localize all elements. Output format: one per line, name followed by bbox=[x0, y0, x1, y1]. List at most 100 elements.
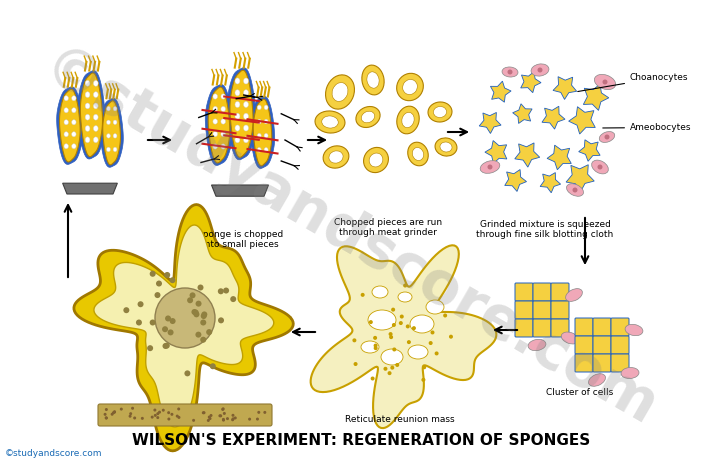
Circle shape bbox=[147, 345, 153, 351]
Ellipse shape bbox=[213, 106, 217, 112]
Ellipse shape bbox=[322, 116, 338, 128]
Ellipse shape bbox=[315, 111, 345, 133]
Circle shape bbox=[407, 340, 411, 344]
Circle shape bbox=[374, 346, 378, 350]
Polygon shape bbox=[63, 183, 118, 194]
Text: Sponge is chopped
into small pieces: Sponge is chopped into small pieces bbox=[197, 230, 283, 249]
Circle shape bbox=[369, 320, 373, 324]
Ellipse shape bbox=[329, 151, 343, 163]
Circle shape bbox=[412, 326, 416, 330]
Ellipse shape bbox=[235, 125, 240, 131]
Ellipse shape bbox=[243, 78, 248, 84]
Ellipse shape bbox=[264, 147, 268, 152]
Ellipse shape bbox=[71, 108, 76, 113]
Ellipse shape bbox=[257, 134, 261, 138]
Ellipse shape bbox=[403, 79, 417, 95]
Circle shape bbox=[193, 310, 199, 316]
Circle shape bbox=[162, 409, 165, 412]
Circle shape bbox=[573, 188, 578, 193]
Ellipse shape bbox=[64, 120, 69, 125]
Circle shape bbox=[177, 407, 180, 410]
Polygon shape bbox=[59, 89, 80, 162]
Text: Choanocytes: Choanocytes bbox=[578, 73, 689, 91]
Circle shape bbox=[202, 411, 205, 414]
Circle shape bbox=[187, 297, 193, 303]
Ellipse shape bbox=[64, 108, 69, 113]
Circle shape bbox=[200, 337, 206, 343]
Circle shape bbox=[406, 324, 410, 328]
Circle shape bbox=[221, 408, 225, 411]
Ellipse shape bbox=[323, 146, 349, 168]
Circle shape bbox=[120, 407, 123, 411]
Ellipse shape bbox=[221, 119, 225, 124]
Ellipse shape bbox=[264, 119, 268, 124]
FancyBboxPatch shape bbox=[551, 283, 569, 301]
Ellipse shape bbox=[528, 340, 546, 351]
Circle shape bbox=[156, 280, 162, 286]
Circle shape bbox=[123, 307, 129, 313]
FancyBboxPatch shape bbox=[611, 336, 629, 354]
Circle shape bbox=[192, 419, 195, 422]
Text: Ameobocytes: Ameobocytes bbox=[603, 123, 692, 132]
Polygon shape bbox=[521, 72, 541, 93]
Text: Formation of spongelet: Formation of spongelet bbox=[133, 415, 238, 424]
Ellipse shape bbox=[85, 126, 90, 131]
Ellipse shape bbox=[625, 324, 643, 336]
Circle shape bbox=[158, 411, 161, 413]
Circle shape bbox=[598, 164, 602, 170]
Polygon shape bbox=[74, 205, 293, 451]
Ellipse shape bbox=[428, 102, 452, 122]
Circle shape bbox=[149, 271, 156, 277]
Circle shape bbox=[190, 292, 196, 298]
Polygon shape bbox=[205, 85, 232, 165]
Circle shape bbox=[170, 277, 175, 283]
FancyBboxPatch shape bbox=[575, 336, 593, 354]
Ellipse shape bbox=[85, 137, 90, 143]
Polygon shape bbox=[77, 71, 105, 159]
FancyBboxPatch shape bbox=[533, 283, 551, 301]
Circle shape bbox=[388, 371, 391, 375]
Polygon shape bbox=[547, 145, 571, 170]
Ellipse shape bbox=[113, 107, 117, 111]
Ellipse shape bbox=[398, 292, 412, 302]
Circle shape bbox=[248, 418, 251, 420]
Ellipse shape bbox=[372, 286, 388, 298]
Circle shape bbox=[352, 338, 357, 342]
Ellipse shape bbox=[243, 125, 248, 131]
Circle shape bbox=[210, 363, 216, 369]
Circle shape bbox=[162, 343, 168, 349]
Ellipse shape bbox=[621, 367, 639, 378]
Circle shape bbox=[219, 414, 222, 417]
Ellipse shape bbox=[480, 161, 500, 173]
Ellipse shape bbox=[243, 102, 248, 108]
Ellipse shape bbox=[213, 119, 217, 124]
Circle shape bbox=[168, 411, 170, 414]
Ellipse shape bbox=[361, 341, 379, 353]
Ellipse shape bbox=[356, 107, 380, 128]
Text: Chopped pieces are run
through meat grinder: Chopped pieces are run through meat grin… bbox=[334, 218, 442, 237]
Polygon shape bbox=[579, 140, 600, 161]
Circle shape bbox=[604, 134, 609, 140]
Ellipse shape bbox=[71, 132, 76, 137]
FancyBboxPatch shape bbox=[533, 301, 551, 319]
Text: Reticulate reunion mass: Reticulate reunion mass bbox=[345, 415, 455, 424]
Ellipse shape bbox=[213, 94, 217, 99]
Ellipse shape bbox=[107, 147, 110, 152]
Circle shape bbox=[373, 344, 378, 347]
Ellipse shape bbox=[107, 134, 110, 138]
Ellipse shape bbox=[85, 103, 90, 109]
Polygon shape bbox=[513, 104, 532, 123]
Polygon shape bbox=[253, 99, 271, 166]
Polygon shape bbox=[553, 77, 577, 99]
Ellipse shape bbox=[113, 147, 117, 152]
Circle shape bbox=[232, 414, 235, 417]
Ellipse shape bbox=[71, 120, 76, 125]
Circle shape bbox=[164, 343, 170, 349]
Circle shape bbox=[196, 332, 201, 338]
Polygon shape bbox=[542, 106, 565, 129]
Ellipse shape bbox=[561, 332, 579, 344]
Polygon shape bbox=[251, 97, 274, 169]
Circle shape bbox=[168, 329, 173, 335]
Ellipse shape bbox=[381, 349, 403, 365]
Circle shape bbox=[164, 272, 170, 278]
